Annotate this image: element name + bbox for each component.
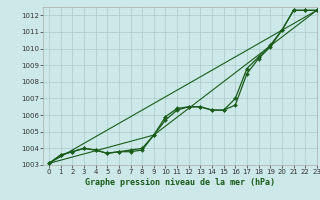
X-axis label: Graphe pression niveau de la mer (hPa): Graphe pression niveau de la mer (hPa)	[85, 178, 275, 187]
